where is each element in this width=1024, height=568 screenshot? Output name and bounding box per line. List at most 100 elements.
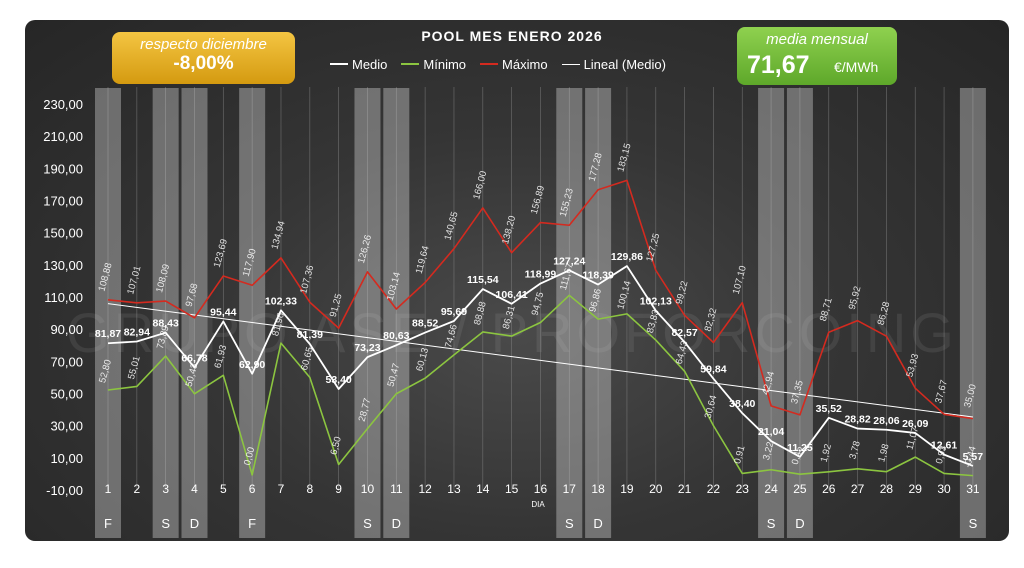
data-label-medio: 66,78 bbox=[181, 353, 207, 365]
x-tick-label: 18 bbox=[591, 482, 605, 496]
day-marker-column bbox=[354, 88, 381, 538]
data-label-medio: 95,69 bbox=[441, 306, 467, 318]
x-tick-label: 3 bbox=[162, 482, 169, 496]
legend-label-minimo: Mínimo bbox=[423, 56, 467, 72]
data-label-maximo: 166,00 bbox=[471, 170, 489, 201]
x-tick-label: 21 bbox=[678, 482, 692, 496]
day-marker-label: S bbox=[363, 516, 372, 531]
change-badge: respecto diciembre -8,00% bbox=[112, 32, 295, 84]
data-label-minimo: 1,92 bbox=[819, 443, 834, 464]
data-label-medio: 106,41 bbox=[496, 289, 528, 301]
data-label-medio: 26,09 bbox=[902, 418, 928, 430]
y-tick-label: 110,00 bbox=[44, 290, 83, 305]
legend-item-lineal: Lineal (Medio) bbox=[561, 55, 666, 73]
data-label-minimo: 6,50 bbox=[329, 435, 344, 456]
data-label-maximo: 138,20 bbox=[500, 215, 518, 246]
day-marker-column bbox=[383, 88, 410, 538]
day-marker-column bbox=[786, 88, 813, 538]
data-label-maximo: 37,67 bbox=[933, 379, 950, 405]
x-tick-label: 5 bbox=[220, 482, 227, 496]
x-tick-label: 2 bbox=[133, 482, 140, 496]
day-marker-label: D bbox=[795, 516, 804, 531]
data-label-medio: 82,57 bbox=[671, 327, 697, 339]
x-tick-label: 22 bbox=[707, 482, 721, 496]
data-label-medio: 88,52 bbox=[412, 318, 438, 330]
x-tick-label: 7 bbox=[278, 482, 285, 496]
data-label-medio: 21,04 bbox=[758, 426, 784, 438]
data-label-medio: 12,61 bbox=[931, 440, 957, 452]
legend-swatch-maximo bbox=[480, 63, 499, 65]
x-tick-label: 26 bbox=[822, 482, 836, 496]
data-label-medio: 81,39 bbox=[297, 329, 323, 341]
y-tick-label: -10,00 bbox=[46, 483, 83, 498]
data-label-maximo: 119,64 bbox=[414, 245, 432, 275]
x-axis-label: DIA bbox=[531, 500, 545, 509]
data-label-maximo: 127,25 bbox=[644, 232, 662, 263]
legend-swatch-minimo bbox=[401, 63, 420, 65]
y-tick-label: 150,00 bbox=[43, 226, 83, 241]
day-marker-label: D bbox=[593, 516, 602, 531]
data-label-medio: 35,52 bbox=[816, 403, 842, 415]
legend-swatch-lineal bbox=[561, 63, 580, 65]
data-label-maximo: 183,15 bbox=[615, 142, 633, 173]
data-label-medio: 62,90 bbox=[239, 359, 265, 371]
x-tick-label: 16 bbox=[534, 482, 548, 496]
data-label-medio: 53,40 bbox=[325, 374, 351, 386]
series-line-minimo bbox=[107, 294, 973, 477]
y-tick-label: 230,00 bbox=[43, 97, 83, 112]
data-label-medio: 129,86 bbox=[611, 251, 643, 263]
x-tick-label: 30 bbox=[937, 482, 951, 496]
data-label-medio: 81,87 bbox=[95, 328, 121, 340]
y-tick-label: 90,00 bbox=[50, 322, 83, 337]
y-tick-label: 30,00 bbox=[50, 419, 83, 434]
x-tick-label: 25 bbox=[793, 482, 807, 496]
data-label-medio: 118,39 bbox=[582, 270, 614, 282]
data-label-medio: 59,84 bbox=[700, 364, 726, 376]
day-marker-label: S bbox=[565, 516, 574, 531]
y-tick-label: 50,00 bbox=[50, 387, 83, 402]
data-label-minimo: 1,98 bbox=[876, 443, 891, 464]
y-tick-label: 210,00 bbox=[43, 129, 83, 144]
change-badge-value: -8,00% bbox=[173, 53, 234, 74]
monthly-average-unit: €/MWh bbox=[834, 59, 879, 75]
data-label-minimo: -0,44 bbox=[962, 445, 978, 469]
x-tick-label: 8 bbox=[306, 482, 313, 496]
x-tick-label: 28 bbox=[880, 482, 894, 496]
x-tick-label: 15 bbox=[505, 482, 519, 496]
change-badge-label: respecto diciembre bbox=[140, 36, 267, 53]
day-marker-column bbox=[95, 88, 121, 538]
y-tick-label: 70,00 bbox=[50, 354, 83, 369]
legend-label-maximo: Máximo bbox=[502, 56, 548, 72]
day-marker-column bbox=[152, 88, 179, 538]
data-label-minimo: 0,93 bbox=[934, 444, 949, 465]
data-label-minimo: 0,00 bbox=[242, 446, 257, 467]
x-tick-label: 9 bbox=[335, 482, 342, 496]
x-tick-label: 14 bbox=[476, 482, 490, 496]
data-label-medio: 80,63 bbox=[383, 330, 409, 342]
data-label-medio: 82,94 bbox=[124, 327, 150, 339]
data-label-medio: 95,44 bbox=[210, 306, 236, 318]
monthly-average-label: media mensual bbox=[766, 31, 868, 48]
legend-item-medio: Medio bbox=[330, 55, 387, 73]
monthly-average-value: 71,67 bbox=[747, 51, 810, 79]
y-tick-label: 190,00 bbox=[43, 161, 83, 176]
legend-item-minimo: Mínimo bbox=[401, 55, 466, 73]
data-label-maximo: 123,69 bbox=[212, 238, 230, 269]
x-tick-label: 27 bbox=[851, 482, 865, 496]
legend-item-maximo: Máximo bbox=[480, 55, 548, 73]
monthly-average-badge: media mensual 71,67 €/MWh bbox=[737, 27, 897, 85]
day-marker-label: S bbox=[767, 516, 776, 531]
x-tick-label: 24 bbox=[764, 482, 778, 496]
day-marker-column bbox=[959, 88, 986, 538]
x-tick-label: 13 bbox=[447, 482, 461, 496]
day-marker-label: S bbox=[161, 516, 170, 531]
data-label-medio: 5,57 bbox=[963, 451, 984, 463]
data-label-medio: 102,33 bbox=[265, 295, 297, 307]
data-label-medio: 127,24 bbox=[553, 255, 585, 267]
x-tick-label: 4 bbox=[191, 482, 198, 496]
data-label-medio: 28,06 bbox=[873, 415, 899, 427]
day-marker-label: D bbox=[392, 516, 401, 531]
x-tick-label: 6 bbox=[249, 482, 256, 496]
x-tick-label: 17 bbox=[563, 482, 577, 496]
